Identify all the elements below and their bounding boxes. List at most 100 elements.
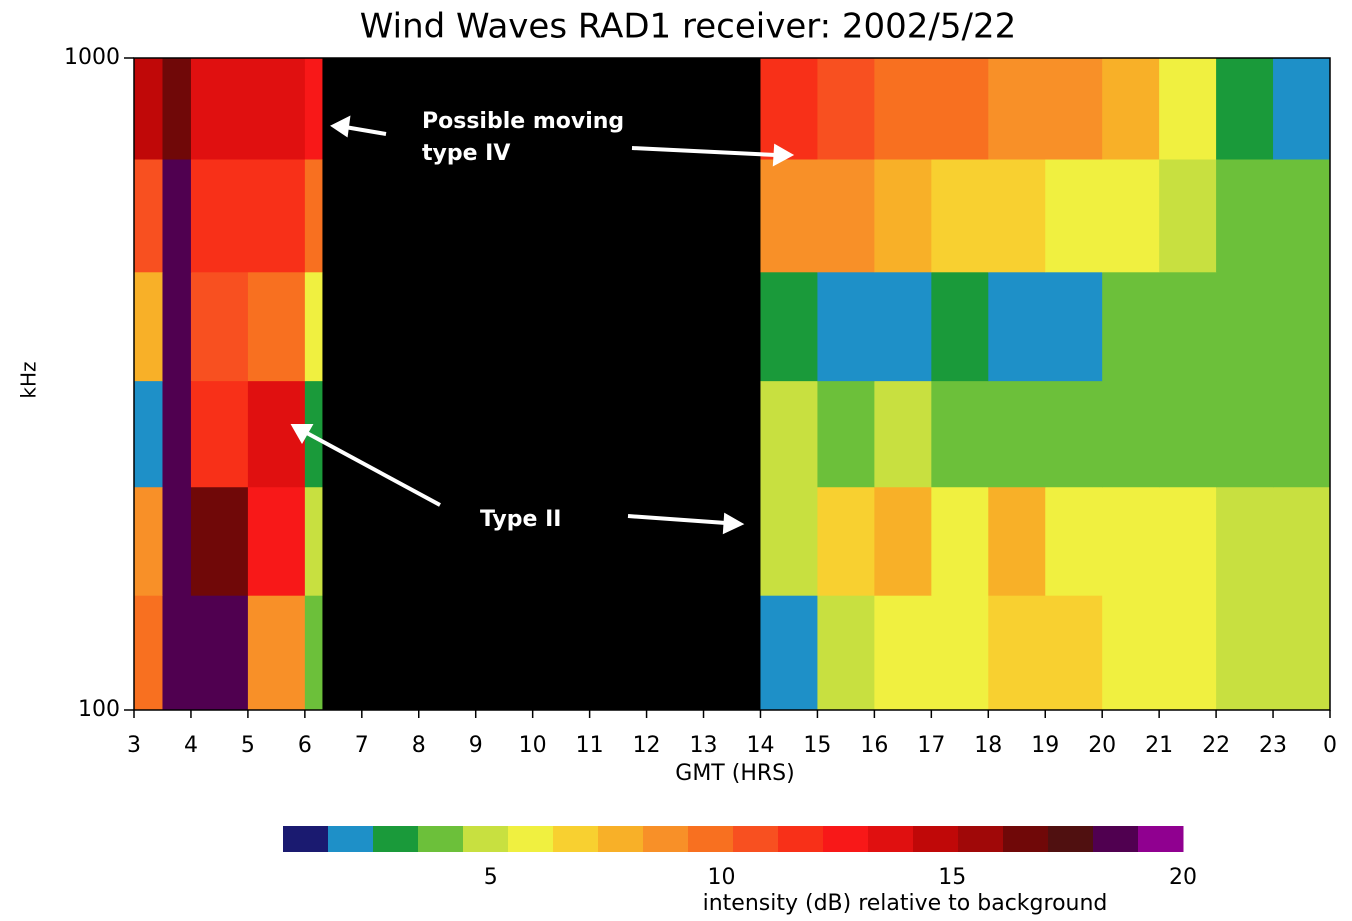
heatmap-cell [874,595,932,711]
heatmap-cell [304,158,323,273]
colorbar-swatch [823,826,869,852]
heatmap-cell [1273,380,1331,488]
heatmap-cell [1102,380,1160,488]
heatmap-cell [1045,486,1103,596]
heatmap-cell [931,158,989,273]
heatmap-cell [1273,595,1331,711]
colorbar-swatch [328,826,374,852]
heatmap-cell [304,271,323,382]
x-tick-label: 4 [184,733,198,758]
heatmap-cell [760,271,818,382]
colorbar-tick-label: 10 [707,865,735,890]
heatmap-cell [874,58,932,160]
heatmap-cell [134,595,163,711]
heatmap-cell [247,595,306,711]
heatmap-cell [1045,380,1103,488]
colorbar-swatch [913,826,959,852]
heatmap-cell [247,158,306,273]
colorbar-swatch [553,826,599,852]
x-tick-label: 19 [1031,733,1059,758]
heatmap-cell [988,271,1046,382]
colorbar-swatch [283,826,329,852]
heatmap-cell [874,158,932,273]
heatmap-cell [817,486,875,596]
heatmap-cell [1216,58,1274,160]
heatmap-cell [1273,158,1331,273]
y-tick-label: 100 [78,697,120,722]
colorbar-swatch [868,826,914,852]
heatmap-cell [134,158,163,273]
x-tick-label: 14 [746,733,774,758]
heatmap-cell [1159,271,1217,382]
heatmap-cell [817,380,875,488]
colorbar-swatch [778,826,824,852]
x-tick-label: 11 [576,733,604,758]
heatmap-cell [760,380,818,488]
heatmap-cell [760,595,818,711]
colorbar-swatch [1138,826,1184,852]
colorbar-swatch [418,826,464,852]
heatmap-cell [988,486,1046,596]
heatmap-cell [162,158,192,273]
x-tick-label: 8 [412,733,426,758]
heatmap-cell [817,158,875,273]
heatmap-cell [1102,158,1160,273]
heatmap-cell [1045,158,1103,273]
heatmap-cell [190,380,249,488]
colorbar-swatch [463,826,509,852]
heatmap-cell [134,58,163,160]
heatmap-cell [931,380,989,488]
heatmap-cell [874,486,932,596]
heatmap-cell [304,380,323,488]
heatmap-cell [988,158,1046,273]
x-axis-label: GMT (HRS) [675,761,794,786]
heatmap-cell [162,486,192,596]
heatmap-cell [162,595,192,711]
colorbar-swatch [373,826,419,852]
heatmap-cell [988,58,1046,160]
heatmap-cell [1159,58,1217,160]
heatmap-cell [1045,58,1103,160]
heatmap-cell [1216,271,1274,382]
heatmap-cell [247,380,306,488]
colorbar-tick-label: 15 [938,865,966,890]
heatmap-cell [134,380,163,488]
colorbar-swatch [598,826,644,852]
heatmap-cell [1159,380,1217,488]
heatmap-cell [190,271,249,382]
heatmap-cell [190,58,249,160]
annotation: Type II [480,507,561,532]
colorbar-swatch [643,826,689,852]
colorbar-swatch [733,826,779,852]
heatmap-cell [1159,158,1217,273]
heatmap-cell [162,271,192,382]
heatmap-cell [134,271,163,382]
colorbar-swatch [688,826,734,852]
heatmap-cell [304,486,323,596]
heatmap-cell [817,58,875,160]
x-tick-label: 10 [519,733,547,758]
heatmap-cell [190,158,249,273]
heatmap-cell [247,486,306,596]
colorbar-swatch [958,826,1004,852]
heatmap-cell [1102,595,1160,711]
heatmap-cell [162,58,192,160]
colorbar-tick-label: 20 [1169,865,1197,890]
heatmap-cell [1216,158,1274,273]
heatmap-cell [988,595,1046,711]
x-tick-label: 20 [1088,733,1116,758]
heatmap-cell [874,380,932,488]
heatmap-cell [247,58,306,160]
y-axis-label: kHz [17,361,41,398]
x-tick-label: 18 [974,733,1002,758]
heatmap-cell [1045,595,1103,711]
x-tick-label: 3 [127,733,141,758]
heatmap-cell [1216,486,1274,596]
x-tick-label: 22 [1202,733,1230,758]
y-tick-label: 1000 [64,45,120,70]
x-tick-label: 5 [241,733,255,758]
heatmap-cell [760,486,818,596]
annotation: type IV [422,141,510,166]
x-tick-label: 23 [1259,733,1287,758]
